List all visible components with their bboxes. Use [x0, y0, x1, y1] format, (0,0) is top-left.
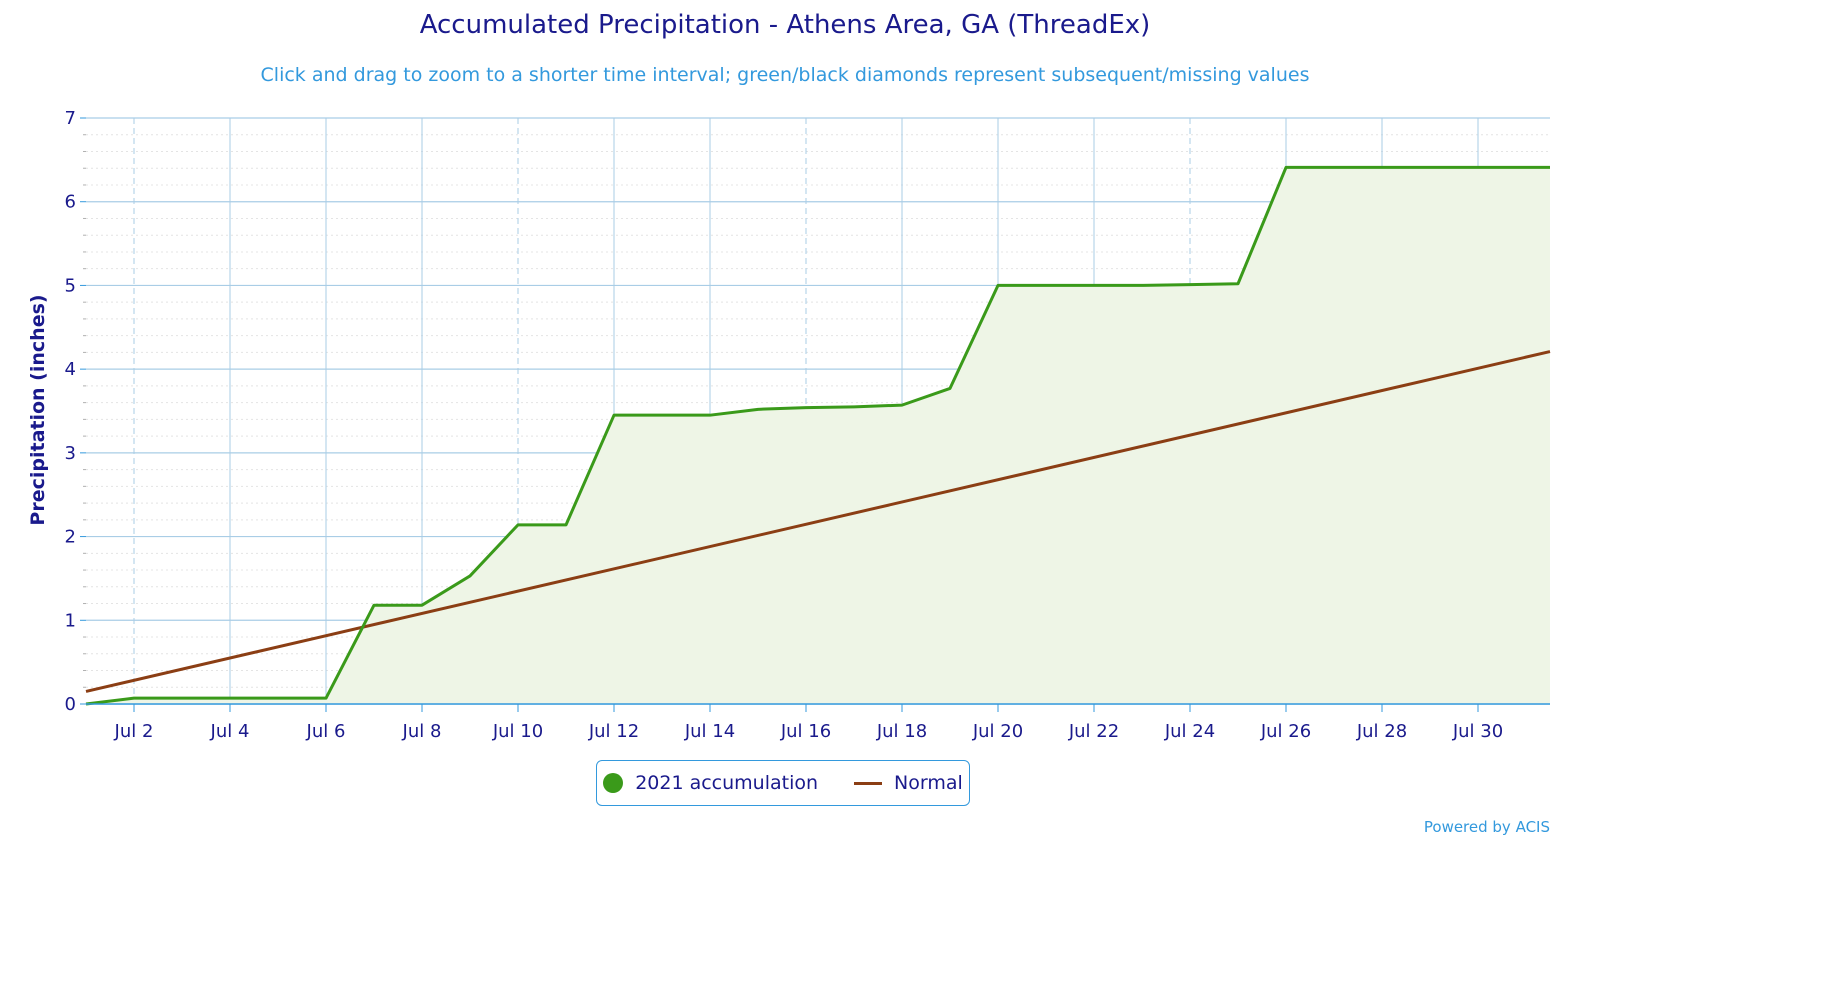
x-tick-label: Jul 2: [114, 721, 154, 742]
x-tick-label: Jul 28: [1356, 721, 1407, 742]
y-tick-label: 2: [65, 527, 76, 548]
axis-layer: 0 1 2 3 4 5 6 7 Jul 2 Jul 4 Jul 6 Jul 8 Jul 10 Jul 12…: [65, 108, 1550, 742]
area-layer: [86, 167, 1550, 705]
y-tick-label: 6: [65, 192, 76, 213]
x-tick-label: Jul 30: [1452, 721, 1503, 742]
x-tick-label: Jul 10: [492, 721, 543, 742]
y-tick-label: 3: [65, 443, 76, 464]
legend-label-2021-accumulation: 2021 accumulation: [635, 772, 819, 794]
y-tick-label: 7: [65, 108, 76, 129]
y-tick-label: 5: [65, 275, 76, 296]
x-tick-label: Jul 8: [402, 721, 442, 742]
chart-subtitle: Click and drag to zoom to a shorter time…: [260, 64, 1310, 86]
y-tick-label: 4: [65, 359, 76, 380]
x-tick-label: Jul 20: [972, 721, 1023, 742]
x-tick-label: Jul 22: [1068, 721, 1119, 742]
legend-line-icon: [854, 781, 883, 785]
legend-item-2021-accumulation[interactable]: 2021 accumulation: [603, 772, 818, 794]
legend-item-normal[interactable]: Normal: [854, 772, 963, 794]
x-tick-label: Jul 6: [306, 721, 346, 742]
accumulation-series-line: [85, 165, 1550, 706]
x-tick-label: Jul 24: [1164, 721, 1215, 742]
y-axis-title: Precipitation (inches): [27, 294, 49, 525]
x-tick-label: Jul 16: [780, 721, 831, 742]
line-layer: [85, 165, 1551, 706]
legend-dot-icon: [603, 773, 624, 793]
y-tick-label: 0: [65, 694, 76, 715]
x-tick-label: Jul 26: [1260, 721, 1311, 742]
normal-series-line: [85, 350, 1551, 693]
chart-title: Accumulated Precipitation - Athens Area,…: [419, 10, 1151, 40]
x-tick-label: Jul 14: [684, 721, 735, 742]
legend-label-normal: Normal: [894, 772, 963, 794]
y-tick-label: 1: [65, 610, 76, 631]
legend: 2021 accumulation Normal: [596, 760, 970, 806]
x-tick-label: Jul 18: [876, 721, 927, 742]
x-tick-label: Jul 4: [210, 721, 250, 742]
credits-link[interactable]: Powered by ACIS: [1423, 818, 1550, 836]
accumulation-area: [86, 167, 1550, 705]
x-tick-label: Jul 12: [588, 721, 639, 742]
